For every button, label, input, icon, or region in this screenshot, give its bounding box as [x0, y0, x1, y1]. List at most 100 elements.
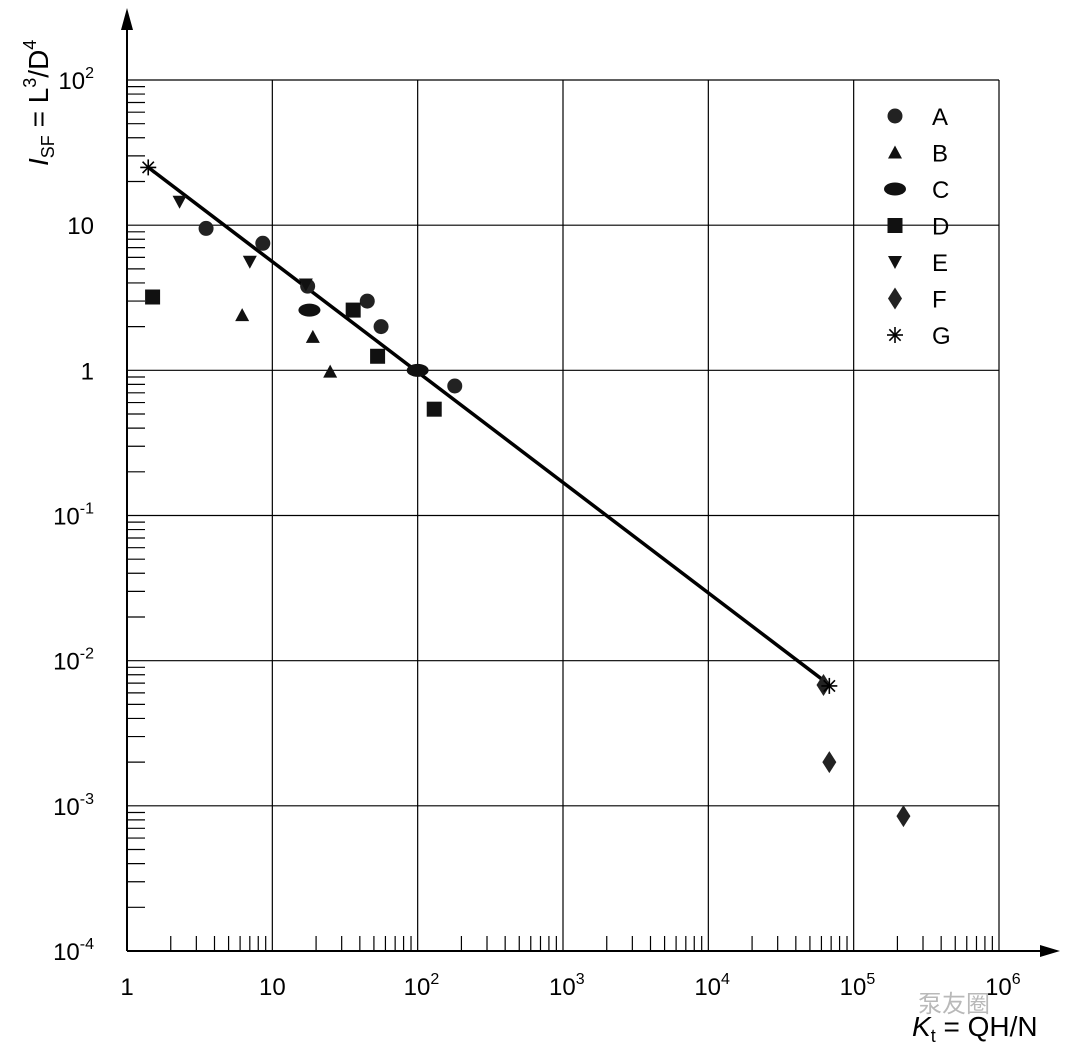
data-point-d — [345, 302, 361, 318]
legend-marker-c — [884, 182, 906, 196]
tick-label-exponent: -2 — [80, 646, 94, 663]
data-point-d — [370, 348, 386, 364]
legend-label-f: F — [932, 287, 947, 314]
tick-label-base: 10 — [53, 794, 80, 821]
tick-label-base: 10 — [985, 974, 1012, 1001]
x-tick-label: 105 — [840, 971, 876, 1001]
tick-label-base: 10 — [404, 974, 431, 1001]
tick-label-exponent: -4 — [80, 936, 94, 953]
x-tick-label: 103 — [549, 971, 585, 1001]
y-label-sup1: 3 — [20, 78, 40, 88]
legend-marker-d — [887, 218, 903, 233]
data-point-e — [298, 278, 313, 292]
tick-label-exponent: -3 — [80, 791, 94, 808]
tick-label-exponent: 5 — [866, 971, 875, 988]
x-tick-label: 102 — [404, 971, 440, 1001]
legend-label-a: A — [932, 104, 948, 131]
x-tick-label: 104 — [694, 971, 730, 1001]
tick-label-exponent: 2 — [430, 971, 439, 988]
y-label-sup2: 4 — [20, 40, 40, 50]
tick-label-base: 10 — [694, 974, 721, 1001]
data-point-f — [896, 805, 911, 828]
data-point-f — [822, 751, 837, 774]
legend-label-e: E — [932, 250, 948, 277]
tick-label-exponent: 3 — [576, 971, 585, 988]
y-tick-label: 102 — [58, 65, 94, 95]
legend-label-b: B — [932, 141, 948, 168]
data-point-a — [359, 293, 375, 309]
x-tick-label: 1 — [120, 974, 133, 1001]
data-point-a — [373, 319, 389, 335]
x-label-rest: = QH/N — [936, 1011, 1038, 1042]
data-points — [140, 159, 911, 828]
legend-marker-g — [887, 327, 903, 343]
grid-lines — [126, 79, 1000, 952]
data-point-e — [172, 195, 187, 209]
legend-marker-e — [888, 256, 902, 269]
x-tick-label: 10 — [259, 974, 286, 1001]
x-label-sub: t — [931, 1026, 936, 1046]
tick-label-exponent: 6 — [1012, 971, 1021, 988]
y-tick-label: 10-2 — [53, 646, 94, 676]
tick-label-exponent: 4 — [721, 971, 730, 988]
x-axis-arrow — [1040, 945, 1060, 957]
axes — [121, 8, 1060, 957]
y-tick-label: 1 — [81, 358, 94, 385]
data-point-b — [323, 364, 338, 378]
data-point-b — [305, 329, 320, 343]
asterisk-stroke — [142, 161, 155, 174]
legend-marker-f — [888, 287, 902, 310]
y-tick-label: 10 — [67, 213, 94, 240]
x-label-base: K — [912, 1011, 932, 1042]
asterisk-stroke — [823, 679, 836, 693]
data-point-b — [235, 308, 250, 322]
asterisk-stroke — [888, 328, 902, 342]
data-point-a — [198, 220, 214, 236]
y-label-rest: = L — [23, 88, 54, 135]
data-point-a — [255, 235, 271, 251]
tick-label-base: 10 — [67, 213, 94, 240]
data-point-c — [406, 363, 429, 377]
fit-line — [147, 166, 823, 681]
data-point-f — [816, 673, 831, 696]
y-tick-label: 10-4 — [53, 936, 94, 966]
minor-ticks — [127, 86, 993, 951]
tick-label-base: 10 — [259, 974, 286, 1001]
data-point-e — [242, 255, 257, 269]
tick-label-exponent: -1 — [80, 501, 94, 518]
tick-label-base: 10 — [840, 974, 867, 1001]
data-point-a — [447, 378, 463, 394]
data-point-g — [140, 159, 157, 176]
data-point-c — [298, 303, 321, 317]
y-label-mid: /D — [23, 50, 54, 78]
watermark-text: 泵友圈 — [918, 990, 990, 1018]
fit-line-group — [147, 166, 823, 681]
legend-label-g: G — [932, 323, 951, 350]
y-tick-label: 10-1 — [53, 501, 94, 531]
legend-marker-a — [887, 108, 903, 124]
tick-label-base: 10 — [53, 649, 80, 676]
legend-label-c: C — [932, 177, 949, 204]
y-axis-label: ISF = L3/D4 — [20, 40, 58, 166]
x-tick-label: 106 — [985, 971, 1021, 1001]
tick-label-exponent: 2 — [85, 65, 94, 82]
y-tick-label: 10-3 — [53, 791, 94, 821]
y-axis-arrow — [121, 8, 133, 30]
data-point-d — [426, 401, 442, 417]
tick-label-base: 10 — [53, 504, 80, 531]
y-label-base: I — [23, 158, 54, 166]
tick-label-base: 10 — [549, 974, 576, 1001]
legend-marker-b — [888, 145, 902, 159]
tick-label-base: 10 — [58, 68, 85, 95]
legend-label-d: D — [932, 214, 949, 241]
data-point-g — [821, 677, 838, 694]
x-axis-label: Kt = QH/N — [912, 1011, 1038, 1046]
tick-label-base: 1 — [120, 974, 133, 1001]
tick-label-base: 1 — [81, 358, 94, 385]
y-label-sub: SF — [38, 135, 58, 158]
data-point-d — [145, 289, 161, 305]
